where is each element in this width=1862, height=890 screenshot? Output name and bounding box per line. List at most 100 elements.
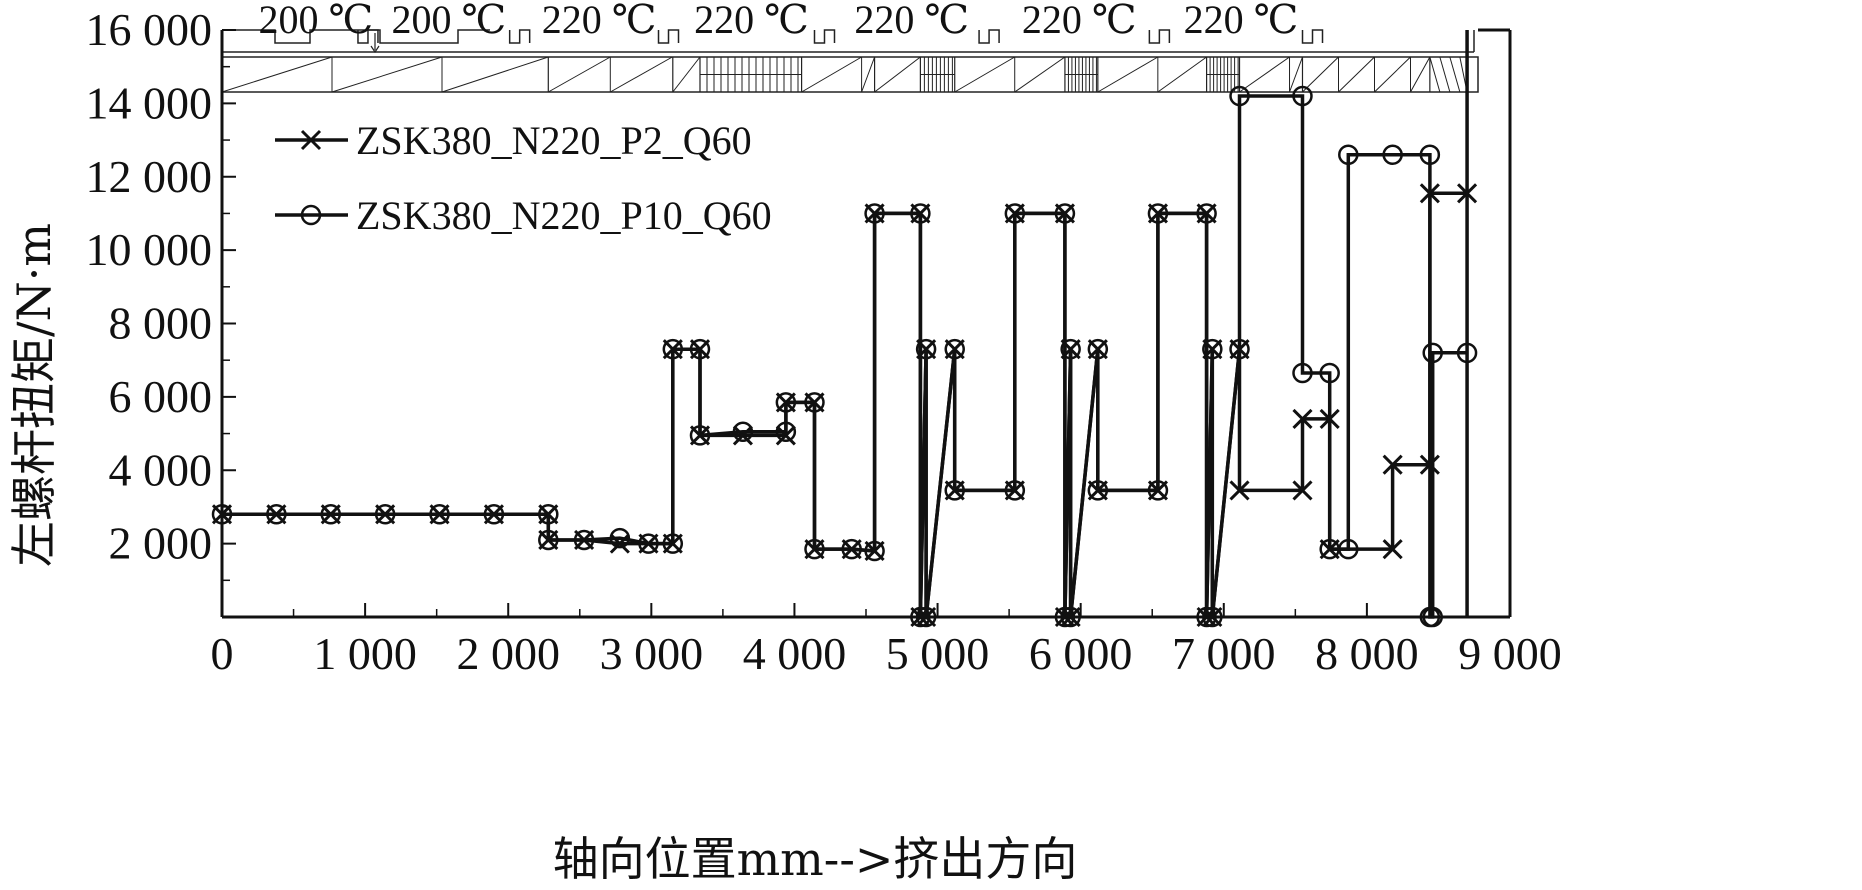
data-point (1292, 362, 1313, 384)
data-point (1060, 338, 1081, 360)
barrel-joint (357, 29, 379, 44)
data-point (689, 338, 711, 360)
legend-marker (300, 129, 322, 151)
data-point (1338, 538, 1359, 560)
barrel-temperature-label: 220 ℃ (542, 0, 657, 42)
barrel-outline (222, 29, 490, 44)
data-point (662, 338, 684, 360)
y-tick-label: 2 000 (109, 518, 213, 569)
y-tick-label: 4 000 (109, 444, 213, 495)
barrel-diagram: 200 ℃ 200 ℃ 220 ℃ 220 ℃ 220 ℃ 220 ℃ 220 ℃ (221, 0, 1479, 93)
data-point (1292, 85, 1313, 107)
data-point (1292, 408, 1313, 429)
data-point (1147, 203, 1169, 224)
data-point (538, 529, 559, 551)
data-point (1229, 338, 1250, 360)
screw-flight-line (1374, 56, 1411, 93)
data-point (573, 529, 595, 551)
screw-flight-line (1239, 56, 1290, 93)
x-tick-label: 8 000 (1315, 628, 1419, 679)
barrel-temperature-label: 200 ℃ (258, 0, 373, 42)
data-point (1292, 480, 1313, 501)
reverse-flight-line (1439, 56, 1451, 93)
x-tick-label: 0 (211, 628, 234, 679)
data-point (1202, 338, 1223, 360)
legend: ZSK380_N220_P2_Q60 ZSK380_N220_P10_Q60 (275, 118, 772, 238)
data-point (1004, 203, 1026, 224)
legend-label: ZSK380_N220_P10_Q60 (356, 193, 772, 238)
barrel-joint (978, 29, 1000, 44)
reverse-flight-line (1449, 56, 1461, 93)
data-point (662, 533, 684, 554)
barrel-temperature-label: 220 ℃ (694, 0, 809, 42)
x-tick-label: 7 000 (1172, 628, 1276, 679)
data-point (944, 480, 965, 501)
series-p10 (211, 85, 1478, 628)
screw-flight-line (954, 56, 1015, 93)
data-point (1382, 539, 1403, 560)
screw-flight-line (1289, 56, 1303, 93)
legend-label: ZSK380_N220_P2_Q60 (356, 118, 752, 163)
x-axis-title: 轴向位置mm-->挤出方向 (553, 832, 1078, 886)
data-point (1319, 362, 1340, 384)
data-point (910, 203, 931, 224)
barrel-joint (813, 29, 836, 44)
data-point (915, 338, 937, 360)
y-tick-label: 10 000 (86, 224, 213, 275)
screw-flight-line (801, 56, 862, 93)
screw-flight-line (1302, 56, 1339, 93)
data-point (1087, 480, 1109, 501)
data-point (1422, 342, 1443, 364)
data-point (864, 540, 885, 562)
data-point (266, 504, 287, 525)
y-tick-label: 12 000 (86, 151, 213, 202)
series-line (222, 94, 1468, 619)
barrel-temperature-label: 220 ℃ (854, 0, 969, 42)
reverse-flight-line (1429, 56, 1441, 93)
data-point (732, 421, 754, 442)
data-point (429, 504, 450, 525)
screw-flight-line (548, 56, 611, 93)
screw-flight-line (610, 56, 673, 93)
axes: 0 1 000 2 000 3 000 4 000 5 000 6 000 7 000 8 00… (86, 4, 1562, 679)
data-point (732, 425, 753, 446)
data-point (864, 203, 885, 224)
screw-flight-line (1338, 56, 1375, 93)
data-point (775, 392, 797, 413)
data-point (804, 392, 825, 413)
screw-flight-line (1097, 56, 1159, 93)
y-tick-label: 14 000 (86, 77, 213, 128)
y-tick-label: 6 000 (109, 371, 213, 422)
y-axis-title: 左螺杆扭矩/N·m (7, 223, 61, 567)
legend-marker (300, 204, 322, 226)
series-p2 (211, 183, 1478, 628)
data-point (609, 527, 631, 549)
barrel-joint (1301, 29, 1324, 44)
screw-flight-line (1014, 56, 1066, 93)
data-point (538, 504, 559, 525)
screw-flight-line (1410, 56, 1431, 93)
screw-flight-line (1157, 56, 1207, 93)
screw-flight-line (221, 56, 333, 93)
data-point (689, 425, 711, 446)
data-point (1338, 144, 1359, 165)
x-tick-label: 3 000 (600, 628, 704, 679)
barrel-joint (508, 29, 531, 44)
data-point (775, 425, 796, 446)
barrel-temperature-label: 200 ℃ (391, 0, 506, 42)
data-point (1054, 203, 1076, 224)
y-tick-label: 8 000 (109, 298, 213, 349)
data-point (483, 504, 505, 525)
x-tick-label: 2 000 (456, 628, 560, 679)
x-tick-label: 5 000 (886, 628, 990, 679)
data-point (1196, 203, 1217, 224)
data-point (1382, 144, 1403, 165)
plot-area (211, 30, 1478, 628)
screw-flight-line (672, 56, 701, 93)
data-point (944, 338, 965, 360)
data-point (638, 533, 659, 554)
data-point (374, 504, 396, 525)
barrel-arrow (370, 45, 380, 54)
screw-flight-line (874, 56, 921, 93)
